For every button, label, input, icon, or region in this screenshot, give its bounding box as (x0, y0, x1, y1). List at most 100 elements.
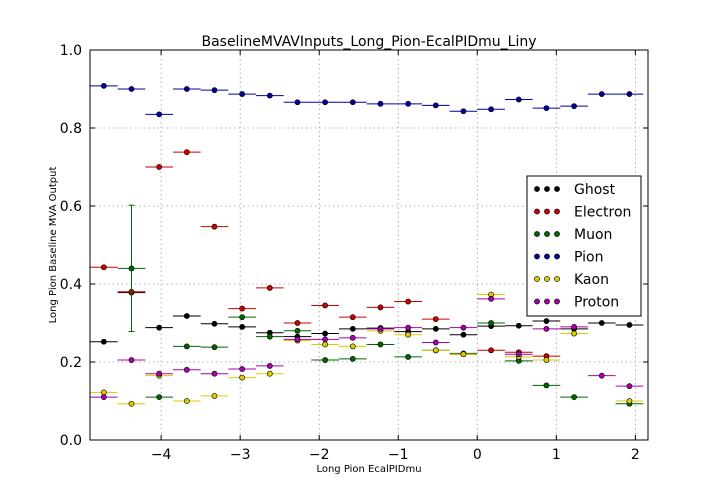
legend-marker-proton (534, 298, 540, 305)
muon-point (183, 343, 190, 350)
proton-point (432, 339, 439, 346)
legend: Ghost Electron Muon Pion Kaon Proton (526, 175, 642, 317)
proton-point (266, 362, 273, 369)
legend-marker-ghost (554, 186, 560, 192)
pion-point (156, 111, 163, 118)
muon-point (377, 341, 384, 348)
electron-point (488, 347, 495, 354)
electron-point (349, 314, 356, 321)
x-tick-label: −2 (309, 447, 330, 463)
pion-point (239, 91, 246, 97)
muon-point (488, 320, 495, 326)
muon-point (156, 394, 163, 400)
kaon-point (626, 398, 633, 404)
electron-point (211, 223, 218, 230)
muon-point (239, 314, 246, 321)
muon-point (349, 355, 356, 362)
proton-point (349, 334, 356, 341)
kaon-point (128, 400, 135, 407)
ghost-point (322, 330, 329, 337)
legend-marker-ghost (534, 186, 540, 192)
chart-title: BaselineMVAVInputs_Long_Pion-EcalPIDmu_L… (201, 34, 536, 50)
pion-point (571, 103, 578, 110)
proton-point (128, 357, 135, 363)
kaon-point (349, 343, 356, 350)
y-axis-label: Long Pion Baseline MVA Output (48, 167, 59, 324)
electron-point (156, 164, 163, 170)
electron-point (322, 302, 329, 309)
proton-point (460, 324, 467, 331)
legend-label-kaon: Kaon (574, 272, 609, 288)
proton-point (156, 370, 163, 377)
legend-marker-electron (554, 208, 560, 215)
pion-point (460, 108, 467, 115)
proton-point (515, 351, 522, 358)
pion-point (211, 87, 218, 94)
legend-marker-pion (554, 253, 560, 260)
pion-point (598, 91, 605, 97)
muon-point (543, 382, 550, 389)
legend-marker-kaon (554, 276, 560, 282)
legend-marker-pion (534, 253, 540, 260)
y-tick-label: 0.2 (60, 355, 82, 371)
proton-point (239, 366, 246, 372)
kaon-point (543, 357, 550, 363)
legend-marker-kaon (544, 276, 550, 282)
proton-point (294, 336, 301, 343)
kaon-point (432, 347, 439, 354)
pion-point (322, 99, 329, 106)
x-tick-label: 0 (473, 447, 482, 463)
x-axis-label: Long Pion EcalPIDmu (316, 464, 421, 475)
muon-point (211, 344, 218, 351)
pion-point (543, 105, 550, 112)
kaon-point (211, 393, 218, 399)
legend-label-electron: Electron (574, 205, 631, 221)
legend-marker-pion (544, 253, 550, 260)
legend-marker-proton (554, 298, 560, 305)
ghost-point (156, 324, 163, 331)
y-tick-label: 0.6 (60, 199, 82, 215)
y-tick-label: 0.8 (60, 121, 82, 137)
legend-marker-muon (534, 231, 540, 237)
legend-marker-proton (544, 298, 550, 305)
y-tick-label: 0.0 (60, 433, 82, 449)
proton-point (488, 295, 495, 302)
x-tick-label: −1 (388, 447, 409, 463)
proton-point (322, 336, 329, 343)
x-tick-label: 2 (631, 447, 640, 463)
axis-ticks: −4 −3 −2 −1 0 1 2 0.0 0.2 0.4 0.6 0.8 1.0 (60, 43, 648, 463)
pion-point (294, 99, 301, 106)
pion-point (349, 99, 356, 106)
ghost-point (460, 331, 467, 338)
kaon-point (266, 370, 273, 377)
legend-label-muon: Muon (574, 227, 612, 243)
x-tick-label: −4 (151, 447, 172, 463)
kaon-point (239, 374, 246, 381)
electron-point (432, 316, 439, 322)
pion-point (377, 100, 384, 107)
legend-label-pion: Pion (574, 250, 603, 266)
pion-point (405, 100, 412, 107)
electron-point (239, 305, 246, 312)
kaon-point (405, 331, 412, 338)
electron-point (294, 320, 301, 326)
ghost-point (239, 323, 246, 330)
proton-point (626, 383, 633, 390)
muon-point (266, 333, 273, 340)
kaon-point (322, 341, 329, 348)
pion-point (183, 86, 190, 92)
ghost-point (598, 320, 605, 326)
muon-point (571, 394, 578, 400)
legend-marker-kaon (534, 276, 540, 282)
ghost-point (515, 322, 522, 329)
legend-label-ghost: Ghost (574, 182, 616, 198)
electron-point (183, 149, 190, 156)
pion-point (128, 86, 135, 92)
proton-point (183, 366, 190, 373)
electron-point (266, 284, 273, 291)
plot-data (90, 82, 644, 407)
proton-point (598, 372, 605, 379)
ghost-point (432, 325, 439, 332)
proton-point (211, 370, 218, 377)
